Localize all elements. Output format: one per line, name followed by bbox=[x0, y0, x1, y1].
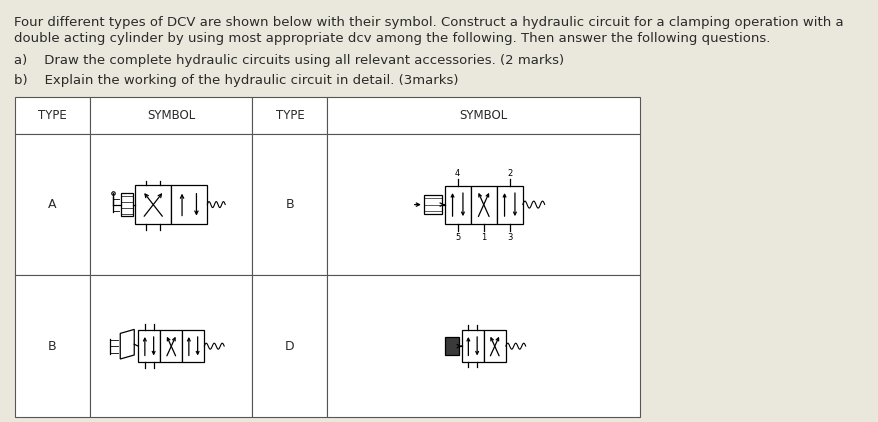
Bar bbox=[327, 97, 639, 134]
Bar bbox=[90, 134, 252, 276]
Bar bbox=[15, 97, 90, 134]
Polygon shape bbox=[120, 330, 134, 359]
Text: 1: 1 bbox=[480, 233, 486, 242]
Bar bbox=[160, 330, 182, 362]
Bar bbox=[327, 276, 639, 417]
Bar bbox=[182, 330, 204, 362]
Bar bbox=[461, 330, 483, 362]
Bar bbox=[444, 186, 471, 224]
Bar bbox=[252, 276, 327, 417]
Text: 3: 3 bbox=[507, 233, 512, 242]
Bar bbox=[138, 330, 160, 362]
Bar bbox=[444, 338, 458, 355]
Bar bbox=[15, 134, 90, 276]
Text: 2: 2 bbox=[507, 169, 512, 178]
Bar bbox=[90, 97, 252, 134]
Text: B: B bbox=[48, 340, 57, 353]
Text: SYMBOL: SYMBOL bbox=[459, 109, 507, 122]
Text: 4: 4 bbox=[455, 169, 460, 178]
Bar bbox=[90, 276, 252, 417]
Text: TYPE: TYPE bbox=[38, 109, 67, 122]
Bar bbox=[496, 186, 522, 224]
Bar bbox=[252, 134, 327, 276]
Text: A: A bbox=[48, 198, 57, 211]
Bar bbox=[135, 185, 171, 225]
Bar bbox=[423, 195, 442, 214]
Bar bbox=[252, 97, 327, 134]
Text: a)    Draw the complete hydraulic circuits using all relevant accessories. (2 ma: a) Draw the complete hydraulic circuits … bbox=[14, 54, 564, 67]
Bar bbox=[327, 134, 639, 276]
Text: Four different types of DCV are shown below with their symbol. Construct a hydra: Four different types of DCV are shown be… bbox=[14, 16, 843, 29]
Bar bbox=[15, 276, 90, 417]
Bar bbox=[121, 193, 133, 216]
Bar bbox=[483, 330, 505, 362]
Text: SYMBOL: SYMBOL bbox=[147, 109, 195, 122]
Bar bbox=[171, 185, 207, 225]
Text: D: D bbox=[284, 340, 294, 353]
Bar bbox=[471, 186, 496, 224]
Text: B: B bbox=[285, 198, 294, 211]
Text: b)    Explain the working of the hydraulic circuit in detail. (3marks): b) Explain the working of the hydraulic … bbox=[14, 74, 458, 87]
Text: double acting cylinder by using most appropriate dcv among the following. Then a: double acting cylinder by using most app… bbox=[14, 32, 769, 45]
Text: 5: 5 bbox=[455, 233, 460, 242]
Text: TYPE: TYPE bbox=[276, 109, 304, 122]
